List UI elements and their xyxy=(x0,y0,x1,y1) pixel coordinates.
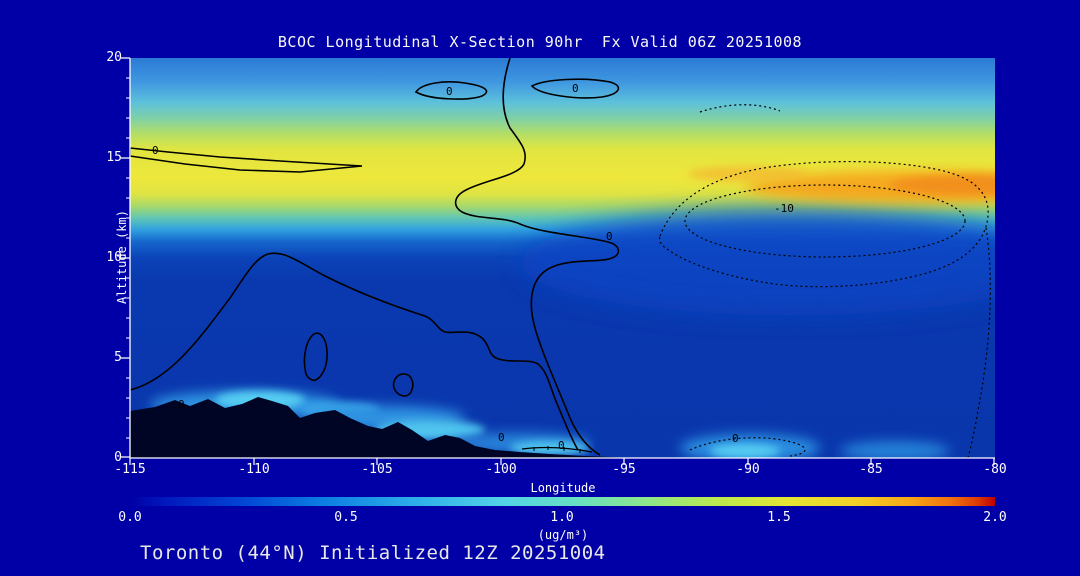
terrain-silhouette xyxy=(130,397,630,458)
contour-label-minus10: -10 xyxy=(774,202,794,215)
chart-title: BCOC Longitudinal X-Section 90hr Fx Vali… xyxy=(277,33,803,51)
contour-bottom-ticks xyxy=(533,446,581,453)
colorbar-tick-label: 2.0 xyxy=(983,510,1007,525)
contour-label-group: 0 0 0 0 0 0 0 0 -10 xyxy=(152,82,794,452)
contour-small-loop-b xyxy=(392,373,414,397)
x-tick-label: -105 xyxy=(361,462,393,477)
cross-section-plot: 0 0 0 0 0 0 0 0 -10 xyxy=(130,58,995,458)
contour-top-loop-west xyxy=(414,81,488,100)
contour-bottom-segment xyxy=(521,446,593,453)
dotted-bottom-loop xyxy=(689,437,806,457)
colorbar-units: (ug/m³) xyxy=(537,528,589,542)
x-tick-label: -115 xyxy=(114,462,146,477)
y-tick-label: 10 xyxy=(106,250,122,265)
x-axis-label: Longitude xyxy=(530,481,596,495)
x-tick-label: -85 xyxy=(859,462,883,477)
orange-core-patch xyxy=(890,175,995,195)
bl-patch xyxy=(840,441,950,458)
axis-spines xyxy=(129,58,995,459)
contour-top-loop-east xyxy=(530,78,620,99)
dotted-descender-right xyxy=(967,227,991,458)
mid-level-blue-patch xyxy=(520,211,995,315)
contour-sliver-15km xyxy=(130,147,363,173)
y-tick-label: 5 xyxy=(114,350,122,365)
y-major-ticks xyxy=(121,57,130,458)
y-tick-label: 20 xyxy=(106,50,122,65)
colorbar-tick-label: 0.5 xyxy=(334,510,358,525)
contour-label: 0 xyxy=(498,431,505,444)
x-tick-label: -110 xyxy=(238,462,270,477)
x-tick-label: -80 xyxy=(983,462,1007,477)
x-major-ticks xyxy=(129,458,995,465)
contour-label: 0 xyxy=(446,85,453,98)
colorbar-tick-label: 0.0 xyxy=(118,510,142,525)
contour-label: 0 xyxy=(732,432,739,445)
contour-main-descending xyxy=(454,58,620,456)
x-tick-label: -90 xyxy=(736,462,760,477)
y-minor-ticks xyxy=(126,77,130,439)
dotted-loop-right xyxy=(658,160,989,288)
contour-small-loop-a xyxy=(303,332,328,382)
colorbar-tick-label: 1.5 xyxy=(767,510,791,525)
colorbar xyxy=(130,497,995,506)
contour-label: 0 xyxy=(606,230,613,243)
bl-patch xyxy=(710,444,780,458)
y-tick-label: 15 xyxy=(106,150,122,165)
dotted-contours xyxy=(658,104,991,458)
x-tick-label: -100 xyxy=(485,462,517,477)
contour-label: 0 xyxy=(152,144,159,157)
contour-label: 0 xyxy=(558,439,565,452)
colorbar-tick-label: 1.0 xyxy=(550,510,574,525)
dotted-inner-loop xyxy=(684,184,966,258)
orange-minor-patch xyxy=(688,166,808,182)
contour-label: 0 xyxy=(572,82,579,95)
y-tick-label: 0 xyxy=(114,450,122,465)
contour-label: 0 xyxy=(178,398,185,411)
x-tick-label: -95 xyxy=(612,462,636,477)
footer-caption: Toronto (44°N) Initialized 12Z 20251004 xyxy=(140,542,606,564)
contour-lower-left xyxy=(130,252,579,451)
solid-contours xyxy=(130,58,620,456)
